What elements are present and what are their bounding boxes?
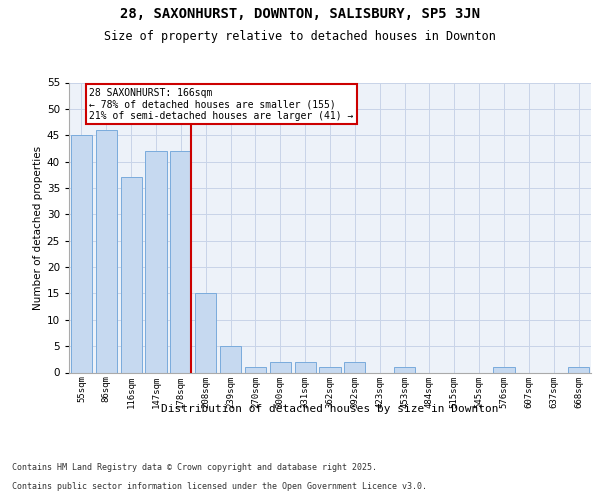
Text: 28 SAXONHURST: 166sqm
← 78% of detached houses are smaller (155)
21% of semi-det: 28 SAXONHURST: 166sqm ← 78% of detached … (89, 88, 354, 121)
Y-axis label: Number of detached properties: Number of detached properties (32, 146, 43, 310)
Bar (394, 367, 415, 372)
Bar (220, 346, 241, 372)
Bar (493, 367, 515, 372)
Text: Size of property relative to detached houses in Downton: Size of property relative to detached ho… (104, 30, 496, 43)
Bar (319, 367, 341, 372)
Bar (96, 130, 117, 372)
Bar (145, 151, 167, 372)
Text: Distribution of detached houses by size in Downton: Distribution of detached houses by size … (161, 404, 499, 414)
Bar (121, 178, 142, 372)
Bar (195, 294, 216, 372)
Text: Contains HM Land Registry data © Crown copyright and database right 2025.: Contains HM Land Registry data © Crown c… (12, 464, 377, 472)
Bar (344, 362, 365, 372)
Text: Contains public sector information licensed under the Open Government Licence v3: Contains public sector information licen… (12, 482, 427, 491)
Text: 28, SAXONHURST, DOWNTON, SALISBURY, SP5 3JN: 28, SAXONHURST, DOWNTON, SALISBURY, SP5 … (120, 6, 480, 20)
Bar (170, 151, 191, 372)
Bar (568, 367, 589, 372)
Bar (245, 367, 266, 372)
Bar (270, 362, 291, 372)
Bar (71, 135, 92, 372)
Bar (295, 362, 316, 372)
